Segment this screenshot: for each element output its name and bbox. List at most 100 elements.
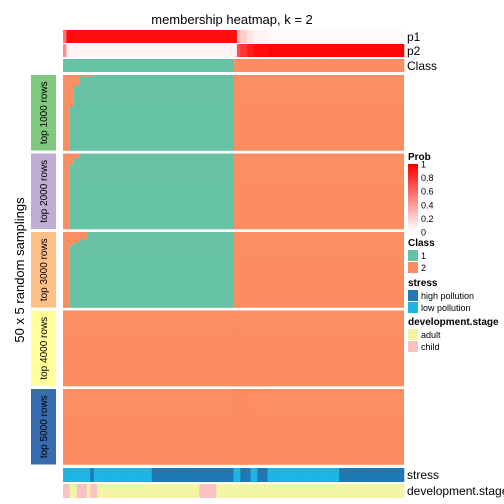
top-anno-cell <box>243 59 248 72</box>
heatmap-cell-class2 <box>63 269 70 272</box>
top-anno-cell <box>175 59 180 72</box>
heatmap-cell-class2 <box>233 262 404 265</box>
legend-tick-prob: 0.2 <box>421 214 434 224</box>
top-anno-cell <box>267 30 272 43</box>
bottom-anno-cell <box>264 484 268 498</box>
heatmap-cell-class2 <box>233 459 404 462</box>
bottom-anno-cell <box>243 484 248 498</box>
row-group-bar <box>31 310 56 386</box>
heatmap-cell-class2 <box>63 136 70 139</box>
top-anno-cell <box>131 59 135 72</box>
bottom-anno-cell <box>76 484 81 498</box>
heatmap-cell-class1 <box>69 171 234 174</box>
top-anno-cell <box>311 59 316 72</box>
top-anno-cell <box>346 59 350 72</box>
heatmap-cell-class2 <box>63 138 70 141</box>
top-anno-cell <box>397 30 401 43</box>
bottom-anno-cell <box>274 484 279 498</box>
heatmap-cell-class2 <box>63 410 251 412</box>
heatmap-cell-class2 <box>63 186 70 189</box>
top-anno-cell <box>226 59 231 72</box>
heatmap-cell-class2 <box>233 141 404 144</box>
heatmap-cell-class1 <box>73 159 234 162</box>
bottom-anno-cell <box>182 484 187 498</box>
top-anno-cell <box>298 44 302 57</box>
heatmap-cell-class2 <box>63 183 70 186</box>
bottom-anno-cell <box>390 484 395 498</box>
heatmap-cell-class2 <box>63 431 251 434</box>
heatmap-cell-class2 <box>233 155 404 157</box>
top-anno-cell <box>76 30 81 43</box>
bottom-anno-cell <box>233 468 238 482</box>
heatmap-cell-class2 <box>233 455 404 458</box>
heatmap-cell-class2 <box>63 171 70 174</box>
heatmap-cell-class2 <box>233 417 404 420</box>
heatmap-cell-class2 <box>233 431 404 434</box>
heatmap-cell-class1 <box>69 141 234 144</box>
heatmap-cell-class1 <box>69 136 234 139</box>
top-anno-cell <box>151 30 156 43</box>
heatmap-cell-class2 <box>233 93 404 95</box>
bottom-anno-cell <box>230 468 234 482</box>
top-anno-cell <box>120 44 125 57</box>
heatmap-cell-class2 <box>63 133 70 136</box>
heatmap-cell-class1 <box>69 260 234 263</box>
top-anno-cell <box>260 44 265 57</box>
bottom-anno-cell <box>206 468 210 482</box>
legend-gradient-step <box>408 182 418 185</box>
bottom-anno-cell <box>288 484 292 498</box>
top-anno-cell <box>165 59 170 72</box>
heatmap-cell-class2 <box>233 206 404 209</box>
top-anno-cell <box>110 44 115 57</box>
top-anno-cell <box>281 30 285 43</box>
heatmap-cell-class2 <box>233 404 404 406</box>
bottom-anno-cell <box>271 468 275 482</box>
heatmap-cell-class2 <box>63 124 70 127</box>
heatmap-cell-class1 <box>69 227 234 230</box>
heatmap-cell-class2 <box>233 168 404 171</box>
heatmap-cell-class2 <box>233 156 404 159</box>
heatmap-cell-class2 <box>233 358 404 361</box>
heatmap-cell-class2 <box>233 194 404 197</box>
heatmap-cell-class2 <box>233 251 404 254</box>
heatmap-cell-class2 <box>63 440 251 443</box>
heatmap-cell-class1 <box>69 145 234 148</box>
bottom-anno-cell <box>73 468 77 482</box>
heatmap-cell-class2 <box>233 360 404 363</box>
heatmap-cell-class2 <box>63 272 70 275</box>
heatmap-cell-class2 <box>233 351 404 354</box>
heatmap-cell-class1 <box>69 133 234 136</box>
top-anno-cell <box>233 44 238 57</box>
bottom-anno-cell <box>325 484 330 498</box>
heatmap-cell-class2 <box>233 281 404 284</box>
heatmap-cell-class1 <box>80 153 234 156</box>
top-anno-cell <box>144 44 149 57</box>
heatmap-cell-class2 <box>63 174 70 177</box>
heatmap-cell-class2 <box>233 102 404 104</box>
bottom-anno-cell <box>322 468 326 482</box>
top-anno-cell <box>223 44 227 57</box>
top-anno-cell <box>230 44 234 57</box>
heatmap-cell-class1 <box>80 78 234 80</box>
heatmap-cell-class1 <box>69 271 234 274</box>
heatmap-cell-class1 <box>69 292 234 295</box>
heatmap-cell-class2 <box>233 319 404 322</box>
top-anno-cell <box>328 30 333 43</box>
bottom-anno-cell <box>373 468 378 482</box>
heatmap-cell-class2 <box>233 126 404 129</box>
heatmap-cell-class2 <box>233 283 404 286</box>
heatmap-cell-class2 <box>233 129 404 132</box>
heatmap-cell-class2 <box>63 352 244 355</box>
heatmap-cell-class2 <box>233 355 404 358</box>
heatmap-cell-class1 <box>69 182 234 184</box>
heatmap-cell-class2 <box>63 147 70 150</box>
heatmap-cell-class2 <box>63 366 251 369</box>
top-anno-cell <box>315 44 320 57</box>
heatmap-cell-class2 <box>233 324 404 326</box>
top-anno-cell <box>233 30 238 43</box>
bottom-anno-cell <box>380 484 384 498</box>
heatmap-cell-class2 <box>63 148 70 151</box>
top-anno-cell <box>380 30 384 43</box>
top-anno-cell <box>291 44 296 57</box>
legend-gradient-step <box>408 164 418 167</box>
